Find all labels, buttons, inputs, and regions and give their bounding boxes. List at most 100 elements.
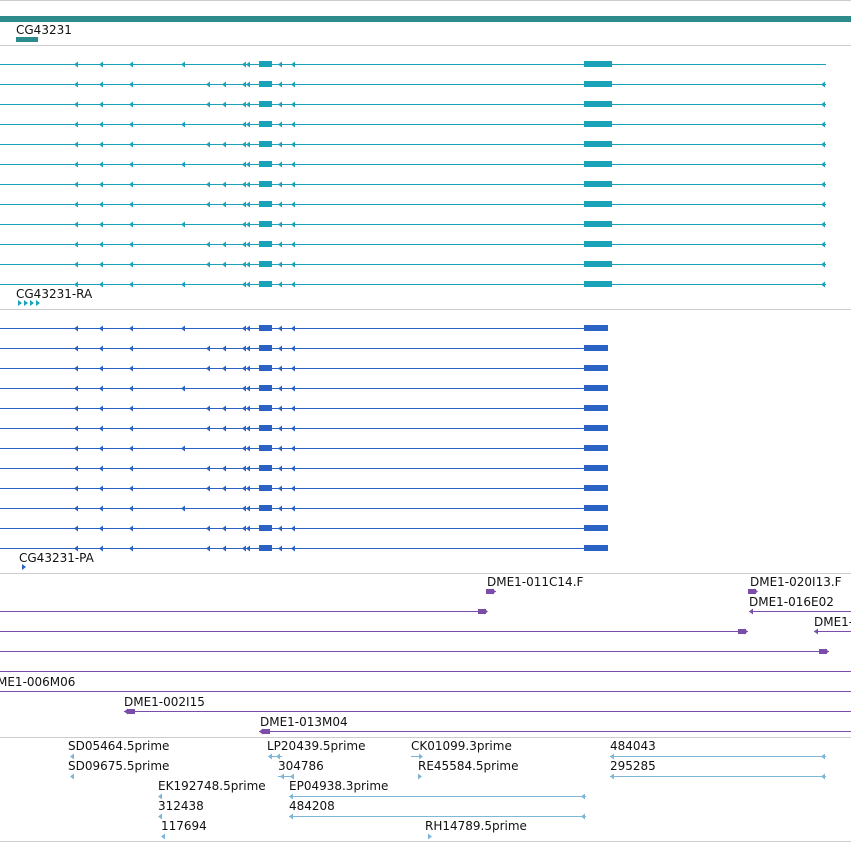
- mrna-exon[interactable]: [584, 181, 612, 187]
- strand-left-arrow-icon: [291, 161, 295, 168]
- est-label[interactable]: SD09675.5prime: [68, 759, 170, 773]
- protein-exon[interactable]: [584, 505, 608, 511]
- est-label[interactable]: CK01099.3prime: [411, 739, 512, 753]
- mrna-exon[interactable]: [584, 241, 612, 247]
- strand-left-arrow-icon: [206, 101, 210, 108]
- mrna-exon[interactable]: [584, 101, 612, 107]
- strand-left-arrow-icon: [242, 445, 246, 452]
- mrna-exon[interactable]: [584, 281, 612, 287]
- protein-exon[interactable]: [259, 345, 272, 351]
- strand-left-arrow-icon: [99, 201, 103, 208]
- est-label[interactable]: 484043: [610, 739, 656, 753]
- protein-exon[interactable]: [584, 485, 608, 491]
- protein-exon[interactable]: [584, 425, 608, 431]
- clone-end[interactable]: [486, 589, 494, 594]
- protein-exon[interactable]: [259, 465, 272, 471]
- est-label[interactable]: RH14789.5prime: [425, 819, 527, 833]
- mrna-exon[interactable]: [259, 181, 272, 187]
- mrna-exon[interactable]: [584, 81, 612, 87]
- est-label[interactable]: EK192748.5prime: [158, 779, 266, 793]
- clone-label[interactable]: DME1-011C14.F: [487, 575, 584, 589]
- protein-exon[interactable]: [259, 325, 272, 331]
- protein-exon[interactable]: [259, 365, 272, 371]
- est-label[interactable]: SD05464.5prime: [68, 739, 170, 753]
- protein-label[interactable]: CG43231-PA: [19, 551, 94, 565]
- protein-exon[interactable]: [584, 385, 608, 391]
- clone-end[interactable]: [738, 629, 746, 634]
- clone-end[interactable]: [748, 589, 756, 594]
- est-label[interactable]: 295285: [610, 759, 656, 773]
- mrna-label[interactable]: CG43231-RA: [16, 287, 93, 301]
- mrna-exon[interactable]: [584, 201, 612, 207]
- mrna-exon[interactable]: [584, 121, 612, 127]
- mrna-exon[interactable]: [259, 141, 272, 147]
- clone-label[interactable]: DME1-013M04: [260, 715, 348, 729]
- protein-exon[interactable]: [584, 525, 608, 531]
- protein-exon[interactable]: [259, 385, 272, 391]
- protein-exon[interactable]: [259, 405, 272, 411]
- strand-left-arrow-icon: [259, 728, 263, 735]
- protein-exon[interactable]: [584, 445, 608, 451]
- mrna-exon[interactable]: [584, 141, 612, 147]
- mrna-exon[interactable]: [259, 221, 272, 227]
- mrna-exon[interactable]: [259, 81, 272, 87]
- clone-label[interactable]: ME1-006M06: [0, 675, 76, 689]
- protein-exon[interactable]: [259, 485, 272, 491]
- mrna-exon[interactable]: [584, 61, 612, 67]
- est-label[interactable]: EP04938.3prime: [289, 779, 389, 793]
- clone-label[interactable]: DME1-020I13.F: [750, 575, 842, 589]
- strand-left-arrow-icon: [99, 525, 103, 532]
- clone-label[interactable]: DME1-016E02: [749, 595, 834, 609]
- mrna-exon[interactable]: [584, 161, 612, 167]
- mrna-exon[interactable]: [584, 261, 612, 267]
- est-label[interactable]: 484208: [289, 799, 335, 813]
- protein-exon[interactable]: [584, 365, 608, 371]
- strand-left-arrow-icon: [129, 425, 133, 432]
- mrna-exon[interactable]: [584, 221, 612, 227]
- protein-exon[interactable]: [259, 545, 272, 551]
- mrna-exon[interactable]: [259, 161, 272, 167]
- mrna-exon[interactable]: [259, 121, 272, 127]
- protein-exon[interactable]: [259, 525, 272, 531]
- protein-exon[interactable]: [584, 345, 608, 351]
- est-label[interactable]: 312438: [158, 799, 204, 813]
- strand-left-arrow-icon: [99, 465, 103, 472]
- protein-exon[interactable]: [584, 405, 608, 411]
- protein-exon[interactable]: [584, 325, 608, 331]
- strand-left-arrow-icon: [289, 793, 293, 800]
- est-label[interactable]: LP20439.5prime: [267, 739, 366, 753]
- protein-exon[interactable]: [259, 445, 272, 451]
- mrna-exon[interactable]: [259, 101, 272, 107]
- strand-left-arrow-icon: [74, 385, 78, 392]
- gene-label[interactable]: CG43231: [16, 23, 72, 37]
- mrna-exon[interactable]: [259, 281, 272, 287]
- mrna-exon[interactable]: [259, 241, 272, 247]
- mrna-exon[interactable]: [259, 61, 272, 67]
- clone-end[interactable]: [262, 729, 270, 734]
- protein-exon[interactable]: [259, 505, 272, 511]
- est-label[interactable]: 304786: [278, 759, 324, 773]
- protein-exon[interactable]: [584, 545, 608, 551]
- gene-glyph[interactable]: [16, 37, 38, 42]
- strand-left-arrow-icon: [222, 405, 226, 412]
- strand-left-arrow-icon: [242, 281, 246, 288]
- strand-left-arrow-icon: [74, 281, 78, 288]
- clone-end[interactable]: [478, 609, 486, 614]
- protein-exon[interactable]: [584, 465, 608, 471]
- strand-left-arrow-icon: [278, 241, 282, 248]
- gene-span-bar[interactable]: [0, 16, 851, 22]
- strand-left-arrow-icon: [74, 485, 78, 492]
- strand-left-arrow-icon: [821, 281, 825, 288]
- strand-left-arrow-icon: [74, 201, 78, 208]
- protein-exon[interactable]: [259, 425, 272, 431]
- strand-left-arrow-icon: [242, 201, 246, 208]
- est-label[interactable]: 117694: [161, 819, 207, 833]
- mrna-exon[interactable]: [259, 201, 272, 207]
- strand-left-arrow-icon: [74, 425, 78, 432]
- mrna-exon[interactable]: [259, 261, 272, 267]
- clone-label[interactable]: DME1-002I15: [124, 695, 205, 709]
- clone-label[interactable]: DME1-: [814, 615, 851, 629]
- clone-end[interactable]: [819, 649, 827, 654]
- est-label[interactable]: RE45584.5prime: [418, 759, 519, 773]
- clone-end[interactable]: [127, 709, 135, 714]
